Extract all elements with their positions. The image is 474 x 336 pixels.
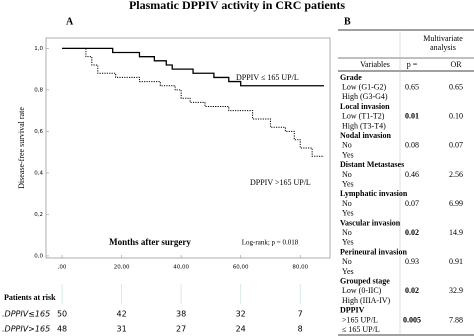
legend-label: DPPIV >165 UP/L — [250, 178, 311, 187]
table-row-label: No — [342, 170, 352, 179]
table-row-label: Yes — [342, 150, 354, 159]
table-group-label: Perineural invasion — [340, 247, 407, 256]
figure-title: Plasmatic DPPIV activity in CRC patients — [129, 0, 345, 12]
table-row-label: High (G3-G4) — [342, 92, 388, 101]
table-p-value: 0.07 — [405, 199, 419, 208]
table-or-value: 0.07 — [449, 141, 463, 150]
panel-label: A — [66, 16, 74, 27]
survival-curve — [62, 47, 325, 157]
table-row-label: ≤ 165 UP/L — [342, 325, 380, 334]
risk-count: 42 — [117, 310, 127, 319]
y-tick-label: 0,6 — [34, 129, 43, 135]
x-tick-label: ,00 — [58, 265, 67, 271]
y-tick-label: 1,0 — [34, 46, 43, 52]
annotation: Log-rank; p = 0.018 — [242, 239, 299, 247]
table-p-value: 0.01 — [405, 112, 419, 121]
panel-label: B — [344, 16, 351, 27]
table-group-header: Multivariate analysis — [423, 34, 463, 52]
risk-count: 24 — [236, 325, 246, 334]
table-p-value: 0.005 — [403, 315, 421, 324]
table-group-label: Grouped stage — [340, 277, 390, 286]
y-tick-label: 0,2 — [34, 212, 43, 218]
table-column-header: OR — [450, 60, 462, 69]
table-row-label: Low (0-IIC) — [342, 286, 382, 295]
table-or-value: 0.91 — [449, 257, 463, 266]
plot-frame — [45, 37, 331, 259]
table-or-value: 7.88 — [449, 315, 463, 324]
table-group-label: Vascular invasion — [340, 218, 401, 227]
table-row-label: >165 UP/L — [342, 315, 378, 324]
risk-count: 48 — [57, 325, 67, 334]
table-or-value: 14.9 — [449, 228, 463, 237]
table-row-label: High (IIIA-IV) — [342, 296, 391, 305]
risk-count: 8 — [298, 325, 303, 334]
table-or-value: 0.10 — [449, 112, 463, 121]
table-p-value: 0.02 — [405, 286, 419, 295]
survival-curve — [62, 47, 325, 87]
risk-count: 32 — [236, 310, 246, 319]
table-p-value: 0.02 — [405, 228, 419, 237]
y-axis-title: Disease-free survival rate — [17, 107, 26, 189]
table-row-label: Yes — [342, 180, 354, 189]
x-tick-label: 60,00 — [233, 265, 249, 271]
table-column-header: p = — [407, 60, 418, 69]
table-column-header: Variables — [360, 60, 390, 69]
table-row-label: No — [342, 228, 352, 237]
table-row-label: Yes — [342, 238, 354, 247]
table-row-label: Low (T1-T2) — [342, 112, 385, 121]
y-tick-label: 0,0 — [34, 253, 43, 259]
table-or-value: 0.65 — [449, 83, 463, 92]
table-row-label: Yes — [342, 209, 354, 218]
risk-count: 38 — [176, 310, 186, 319]
x-axis-title: Months after surgery — [109, 237, 191, 247]
risk-row-label: .DPPIV≤165 — [2, 310, 50, 319]
risk-title: Patients at risk — [4, 293, 56, 302]
table-or-value: 32.9 — [449, 286, 463, 295]
table-group-label: DPPIV — [340, 306, 365, 315]
y-tick-label: 0,4 — [34, 170, 43, 176]
table-group-label: Local invasion — [340, 102, 390, 111]
table-group-label: Nodal invasion — [340, 131, 391, 140]
x-tick-label: 20,00 — [114, 265, 130, 271]
table-row-label: No — [342, 199, 352, 208]
risk-count: 27 — [176, 325, 186, 334]
risk-count: 31 — [117, 325, 127, 334]
risk-row-label: .DPPIV>165 — [2, 325, 50, 334]
x-tick-label: 80,00 — [292, 265, 308, 271]
table-group-label: Lymphatic invasion — [340, 189, 408, 198]
table-row-label: High (T3-T4) — [342, 121, 386, 130]
risk-count: 50 — [57, 310, 67, 319]
table-row-label: No — [342, 257, 352, 266]
y-tick-label: 0,8 — [34, 87, 43, 93]
table-or-value: 6.99 — [449, 199, 463, 208]
risk-count: 7 — [298, 310, 303, 319]
table-or-value: 2.56 — [449, 170, 463, 179]
table-row-label: Low (G1-G2) — [342, 83, 387, 92]
table-group-label: Grade — [340, 73, 362, 82]
table-p-value: 0.93 — [405, 257, 419, 266]
table-p-value: 0.65 — [405, 83, 419, 92]
table-row-label: Yes — [342, 267, 354, 276]
table-p-value: 0.46 — [405, 170, 419, 179]
table-group-label: Distant Metastases — [340, 160, 404, 169]
legend-label: DPPIV ≤ 165 UP/L — [236, 73, 299, 82]
x-tick-label: 40,00 — [173, 265, 189, 271]
table-p-value: 0.08 — [405, 141, 419, 150]
table-row-label: No — [342, 141, 352, 150]
